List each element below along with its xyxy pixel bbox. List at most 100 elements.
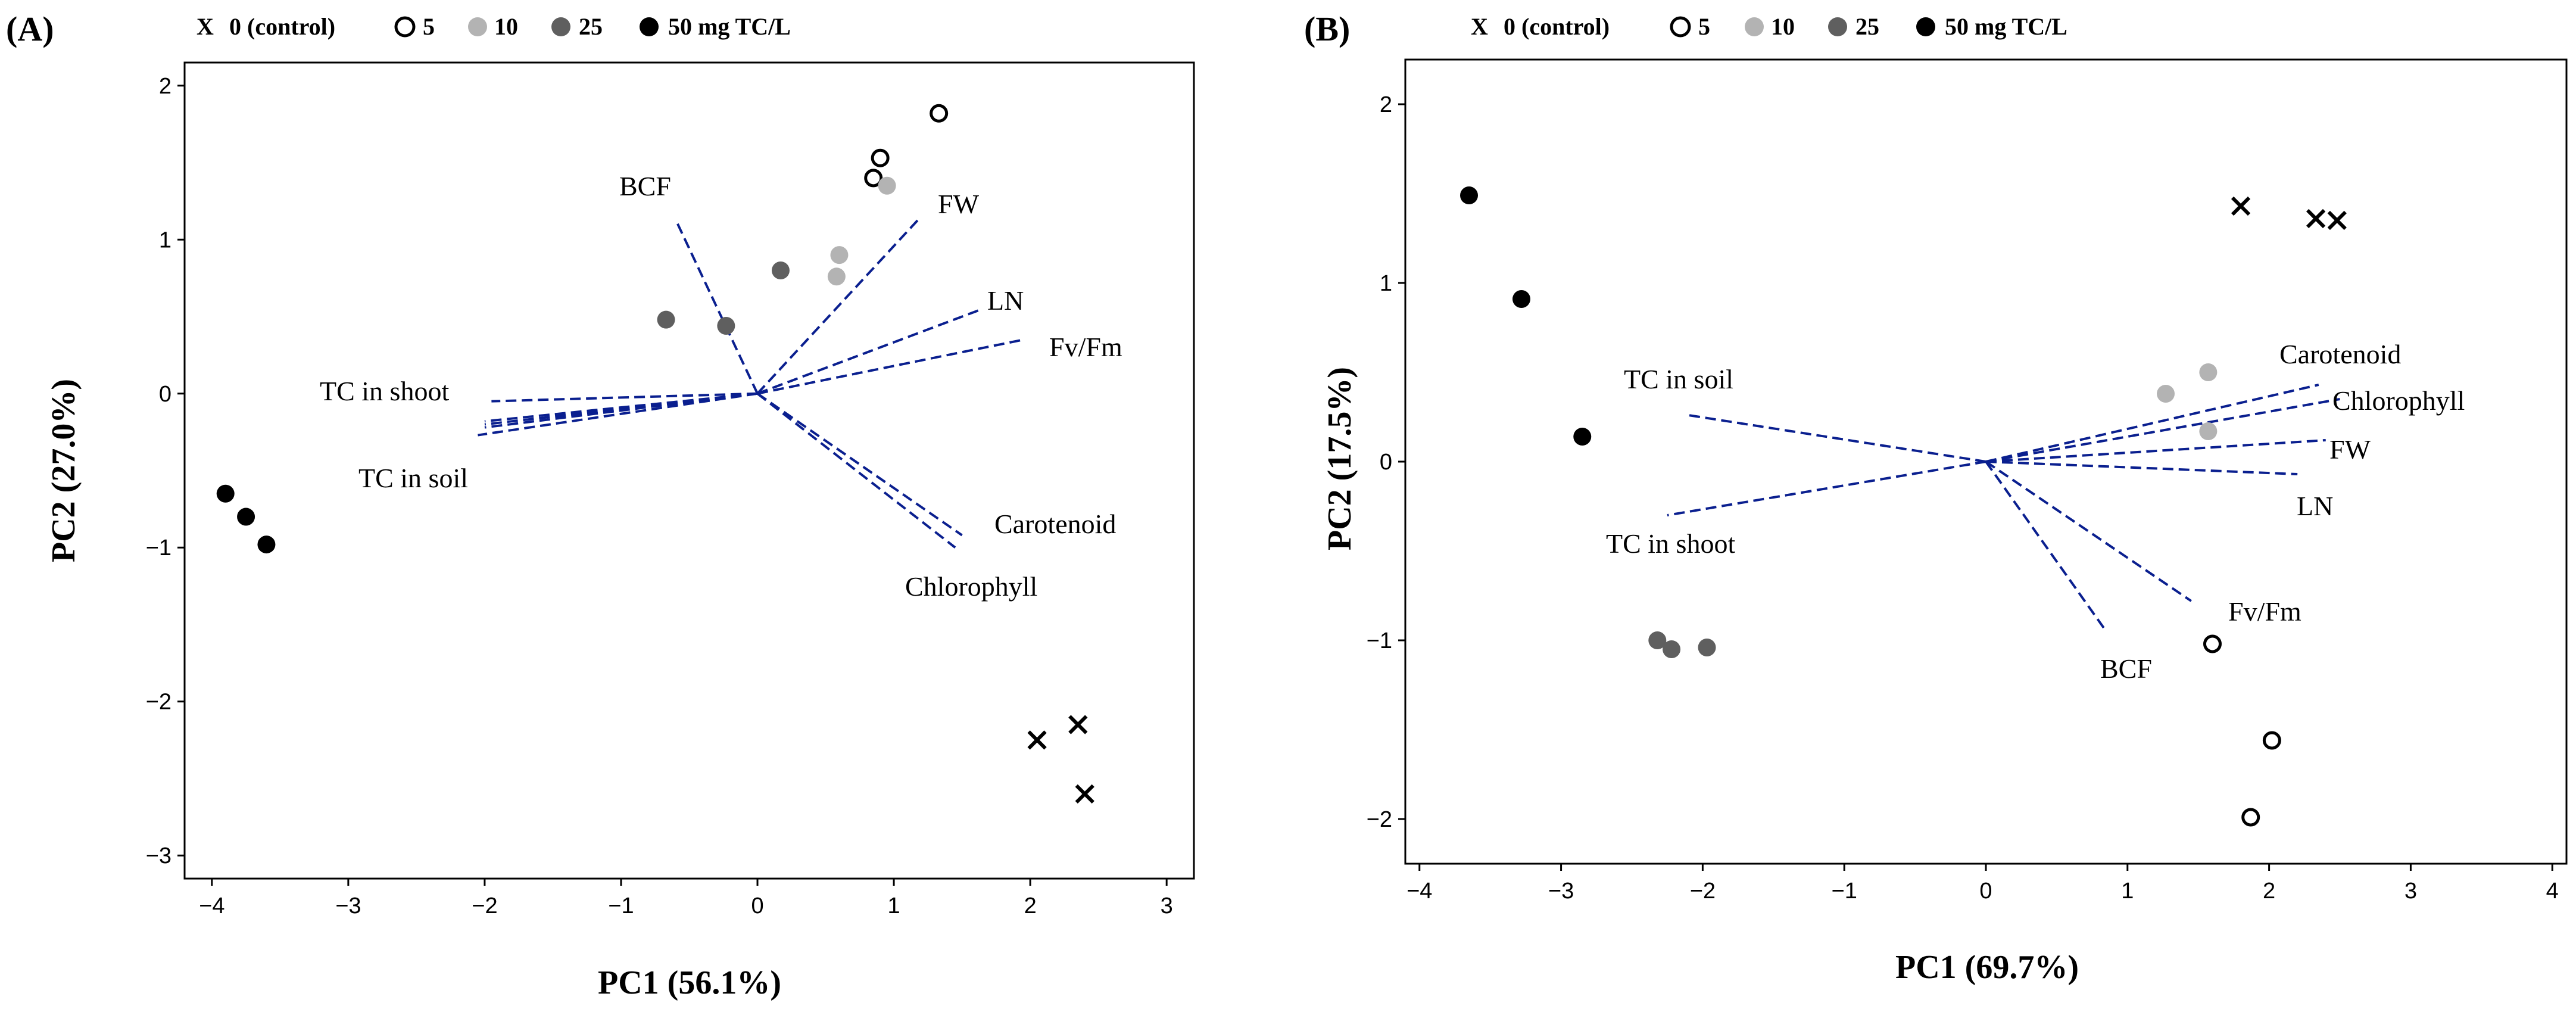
score-point-50-mg-tc-l bbox=[1460, 186, 1479, 204]
legend-marker-50 bbox=[1916, 17, 1935, 36]
panel-b-letter: (B) bbox=[1304, 10, 1350, 48]
y-tick-label: 2 bbox=[1380, 92, 1392, 117]
score-point-50-mg-tc-l bbox=[216, 484, 235, 503]
x-tick-label: −1 bbox=[608, 893, 634, 919]
legend-marker-5 bbox=[1670, 16, 1691, 38]
loading-vector-ln bbox=[757, 307, 983, 395]
score-point-50-mg-tc-l bbox=[257, 535, 276, 554]
panel-b: (B) X 0 (control) 5 10 25 50 mg TC/L −2−… bbox=[1304, 10, 2568, 986]
loading-vector-ln bbox=[1985, 460, 2298, 475]
legend-marker-50 bbox=[640, 17, 659, 36]
legend-marker-10 bbox=[468, 17, 487, 36]
y-tick-label: 2 bbox=[159, 74, 171, 99]
score-point-5 bbox=[930, 104, 949, 123]
loading-vector-fv-fm bbox=[1985, 460, 2192, 602]
x-tick-label: 3 bbox=[2405, 879, 2417, 904]
loading-vector-tc-bundle bbox=[484, 392, 758, 429]
x-tick-label: −3 bbox=[335, 893, 361, 919]
loading-label-chlorophyll: Chlorophyll bbox=[2332, 385, 2465, 416]
legend-label-25: 25 bbox=[1855, 13, 1879, 40]
loading-vector-tc-in-soil bbox=[1688, 414, 1986, 463]
score-point-0-control bbox=[2306, 208, 2326, 229]
score-point-25 bbox=[717, 317, 735, 335]
legend-label-10: 10 bbox=[1771, 13, 1795, 40]
score-point-25 bbox=[771, 261, 790, 279]
panel-a-y-axis-title: PC2 (27.0%) bbox=[45, 379, 82, 562]
loading-vector-bcf bbox=[1985, 460, 2107, 633]
score-point-10 bbox=[2157, 385, 2175, 403]
panel-b-loading-vectors bbox=[1667, 384, 2340, 633]
panel-a-x-axis: −4 −3 −2 −1 0 1 2 3 bbox=[199, 879, 1173, 919]
score-point-5 bbox=[871, 148, 890, 167]
legend-label-control: 0 (control) bbox=[229, 13, 335, 40]
loading-vector-fv-fm bbox=[757, 338, 1024, 395]
score-point-5 bbox=[2203, 634, 2222, 653]
panel-b-loading-labels: TC in soil TC in shoot Carotenoid Chloro… bbox=[1606, 339, 2465, 684]
legend-label-5: 5 bbox=[1698, 13, 1710, 40]
loading-label-carotenoid: Carotenoid bbox=[994, 509, 1116, 539]
panel-a-score-points bbox=[216, 104, 1094, 804]
loading-label-tc-in-soil: TC in soil bbox=[1624, 364, 1733, 394]
loading-label-bcf: BCF bbox=[619, 171, 671, 201]
x-tick-label: −3 bbox=[1548, 879, 1574, 904]
legend-label-50: 50 mg TC/L bbox=[668, 13, 791, 40]
score-point-10 bbox=[2199, 363, 2218, 381]
loading-label-fvfm: Fv/Fm bbox=[1049, 332, 1122, 362]
score-point-50-mg-tc-l bbox=[1512, 290, 1530, 308]
y-tick-label: 1 bbox=[159, 228, 171, 253]
loading-label-tc-in-shoot: TC in shoot bbox=[1606, 528, 1735, 559]
loading-vector-tc-in-soil bbox=[478, 392, 758, 437]
loading-vector-tc-in-shoot bbox=[1667, 460, 1986, 516]
score-point-10 bbox=[830, 246, 849, 264]
panel-a-loading-labels: BCF FW LN Fv/Fm TC in shoot TC in soil C… bbox=[320, 171, 1122, 602]
x-tick-label: −4 bbox=[1406, 879, 1432, 904]
y-tick-label: 0 bbox=[1380, 450, 1392, 475]
score-point-50-mg-tc-l bbox=[1573, 428, 1592, 446]
score-point-0-control bbox=[1068, 715, 1088, 734]
y-tick-label: −2 bbox=[1367, 807, 1392, 832]
loading-vector-bcf bbox=[674, 219, 759, 394]
x-tick-label: −4 bbox=[199, 893, 224, 919]
x-tick-label: 0 bbox=[1979, 879, 1992, 904]
legend-marker-5 bbox=[394, 16, 416, 38]
x-tick-label: 4 bbox=[2546, 879, 2559, 904]
score-point-10 bbox=[2199, 422, 2218, 440]
y-tick-label: −1 bbox=[146, 535, 171, 561]
legend-marker-10 bbox=[1745, 17, 1764, 36]
x-tick-label: −2 bbox=[472, 893, 497, 919]
loading-vector-tc-bundle bbox=[484, 392, 758, 426]
legend-x-marker-glyph: X bbox=[1471, 13, 1488, 40]
score-point-0-control bbox=[2231, 196, 2251, 216]
y-tick-label: −2 bbox=[146, 690, 171, 715]
score-point-5 bbox=[2241, 808, 2260, 827]
panel-b-y-axis-title: PC2 (17.5%) bbox=[1321, 367, 1358, 550]
score-point-0-control bbox=[1027, 730, 1047, 750]
y-tick-label: 1 bbox=[1380, 271, 1392, 296]
legend-x-marker-glyph: X bbox=[197, 13, 214, 40]
score-point-25 bbox=[1663, 640, 1681, 658]
loading-label-fw: FW bbox=[938, 189, 980, 219]
score-point-50-mg-tc-l bbox=[237, 507, 255, 526]
loading-vector-carotenoid bbox=[756, 393, 963, 537]
x-tick-label: 0 bbox=[751, 893, 763, 919]
loading-label-fvfm: Fv/Fm bbox=[2228, 596, 2301, 627]
score-point-25 bbox=[657, 310, 675, 329]
y-tick-label: 0 bbox=[159, 382, 171, 407]
x-tick-label: −2 bbox=[1690, 879, 1716, 904]
score-point-5 bbox=[864, 169, 883, 188]
score-point-5 bbox=[2262, 731, 2281, 750]
loading-vector-chlorophyll bbox=[756, 393, 956, 549]
panel-a-loading-vectors bbox=[478, 216, 1024, 549]
loading-label-tc-in-soil: TC in soil bbox=[358, 463, 468, 493]
panel-a-legend: X 0 (control) 5 10 25 50 mg TC/L bbox=[197, 13, 791, 40]
loading-vector-carotenoid bbox=[1985, 384, 2319, 463]
legend-label-50: 50 mg TC/L bbox=[1945, 13, 2067, 40]
x-tick-label: 3 bbox=[1161, 893, 1173, 919]
panel-b-x-axis-title: PC1 (69.7%) bbox=[1895, 949, 2079, 986]
loading-label-bcf: BCF bbox=[2100, 653, 2152, 684]
panel-b-score-points bbox=[1460, 186, 2347, 827]
loading-vector-chlorophyll bbox=[1985, 398, 2340, 463]
x-tick-label: 2 bbox=[2263, 879, 2275, 904]
panel-a-y-axis: −3 −2 −1 0 1 2 bbox=[146, 74, 185, 868]
